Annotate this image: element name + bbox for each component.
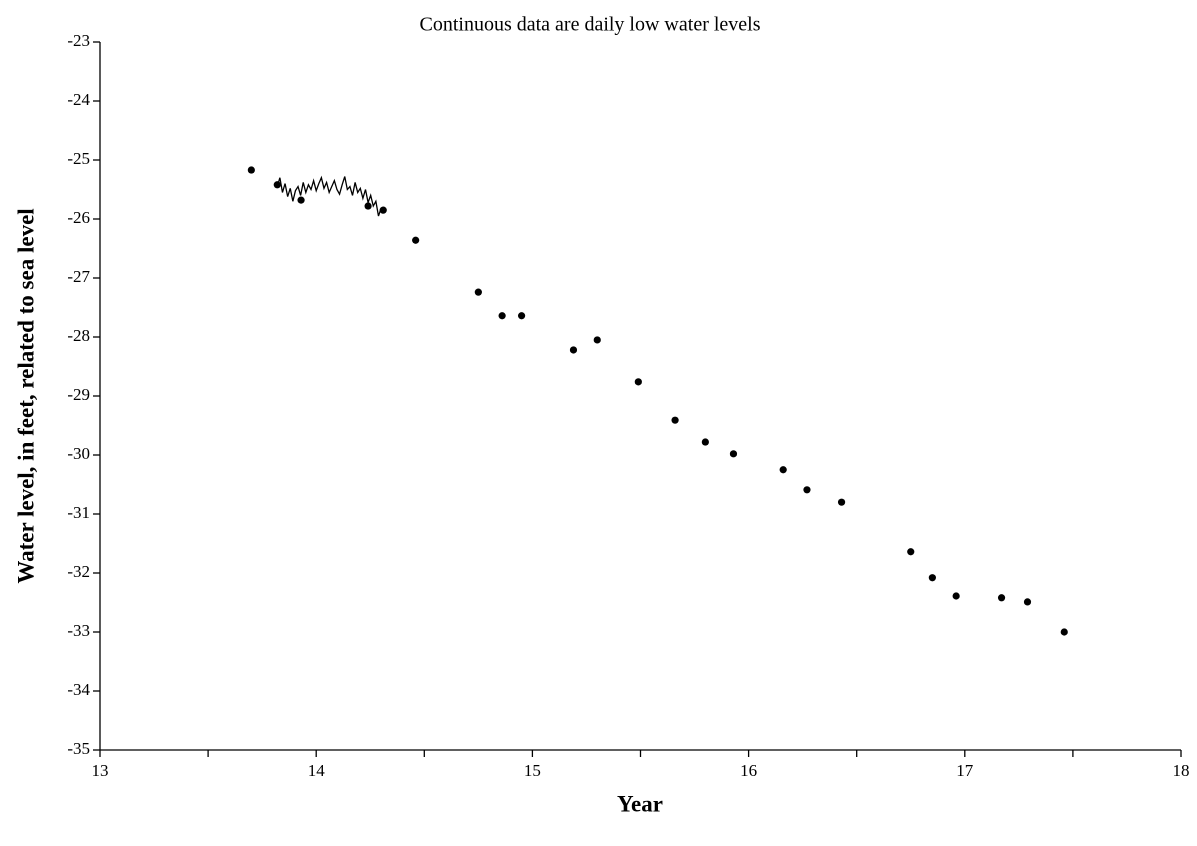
data-point: [779, 466, 787, 474]
y-tick-label: -23: [67, 31, 90, 50]
x-tick-label: 18: [1173, 761, 1190, 780]
y-tick-label: -30: [67, 444, 90, 463]
y-tick-label: -28: [67, 326, 90, 345]
data-point: [247, 166, 255, 174]
data-point: [273, 181, 281, 189]
x-tick-label: 15: [524, 761, 541, 780]
data-point: [837, 498, 846, 506]
y-tick-label: -27: [67, 267, 90, 286]
y-tick-label: -31: [67, 503, 90, 522]
data-point: [569, 346, 578, 354]
data-point: [997, 594, 1006, 602]
data-point: [634, 378, 642, 386]
y-tick-label: -24: [67, 90, 90, 109]
data-point: [1023, 598, 1032, 606]
data-point: [701, 438, 709, 446]
continuous-line: [276, 175, 382, 217]
data-point: [671, 416, 679, 424]
y-axis-label: Water level, in feet, related to sea lev…: [13, 208, 38, 583]
chart-title: Continuous data are daily low water leve…: [419, 14, 760, 36]
data-point: [952, 592, 960, 600]
data-point: [1060, 628, 1068, 636]
data-point: [928, 574, 936, 582]
data-point: [412, 236, 420, 244]
x-axis-label: Year: [617, 791, 663, 816]
x-tick-label: 16: [740, 761, 757, 780]
y-tick-label: -29: [67, 385, 90, 404]
data-point: [517, 312, 526, 320]
y-tick-label: -33: [67, 621, 90, 640]
data-point: [593, 336, 601, 344]
y-tick-label: -32: [67, 562, 90, 581]
y-tick-label: -35: [67, 739, 90, 758]
y-tick-label: -26: [67, 208, 90, 227]
data-point: [498, 312, 506, 320]
data-point: [364, 202, 372, 210]
x-tick-label: 17: [956, 761, 974, 780]
y-tick-label: -34: [67, 680, 90, 699]
data-point: [803, 486, 811, 494]
data-point: [297, 196, 305, 204]
data-point: [379, 206, 387, 214]
x-tick-label: 13: [92, 761, 109, 780]
x-tick-label: 14: [308, 761, 326, 780]
data-point: [729, 450, 738, 458]
data-point: [907, 548, 915, 556]
y-tick-label: -25: [67, 149, 90, 168]
data-point: [474, 288, 482, 296]
